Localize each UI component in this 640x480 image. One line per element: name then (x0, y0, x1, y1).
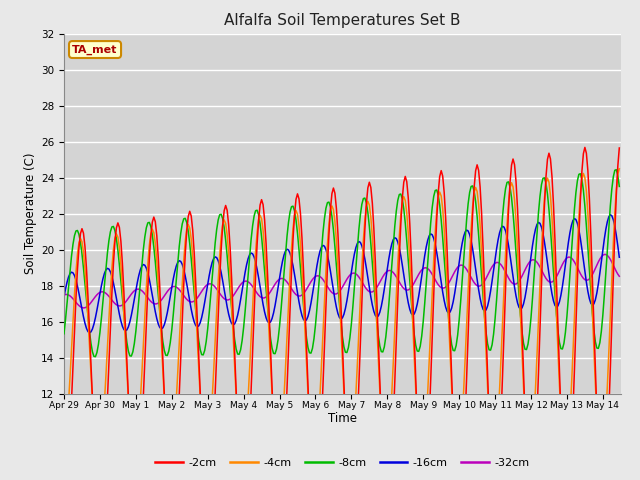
Text: TA_met: TA_met (72, 44, 118, 55)
Y-axis label: Soil Temperature (C): Soil Temperature (C) (24, 153, 37, 275)
Legend: -2cm, -4cm, -8cm, -16cm, -32cm: -2cm, -4cm, -8cm, -16cm, -32cm (150, 453, 534, 472)
X-axis label: Time: Time (328, 412, 357, 425)
Title: Alfalfa Soil Temperatures Set B: Alfalfa Soil Temperatures Set B (224, 13, 461, 28)
